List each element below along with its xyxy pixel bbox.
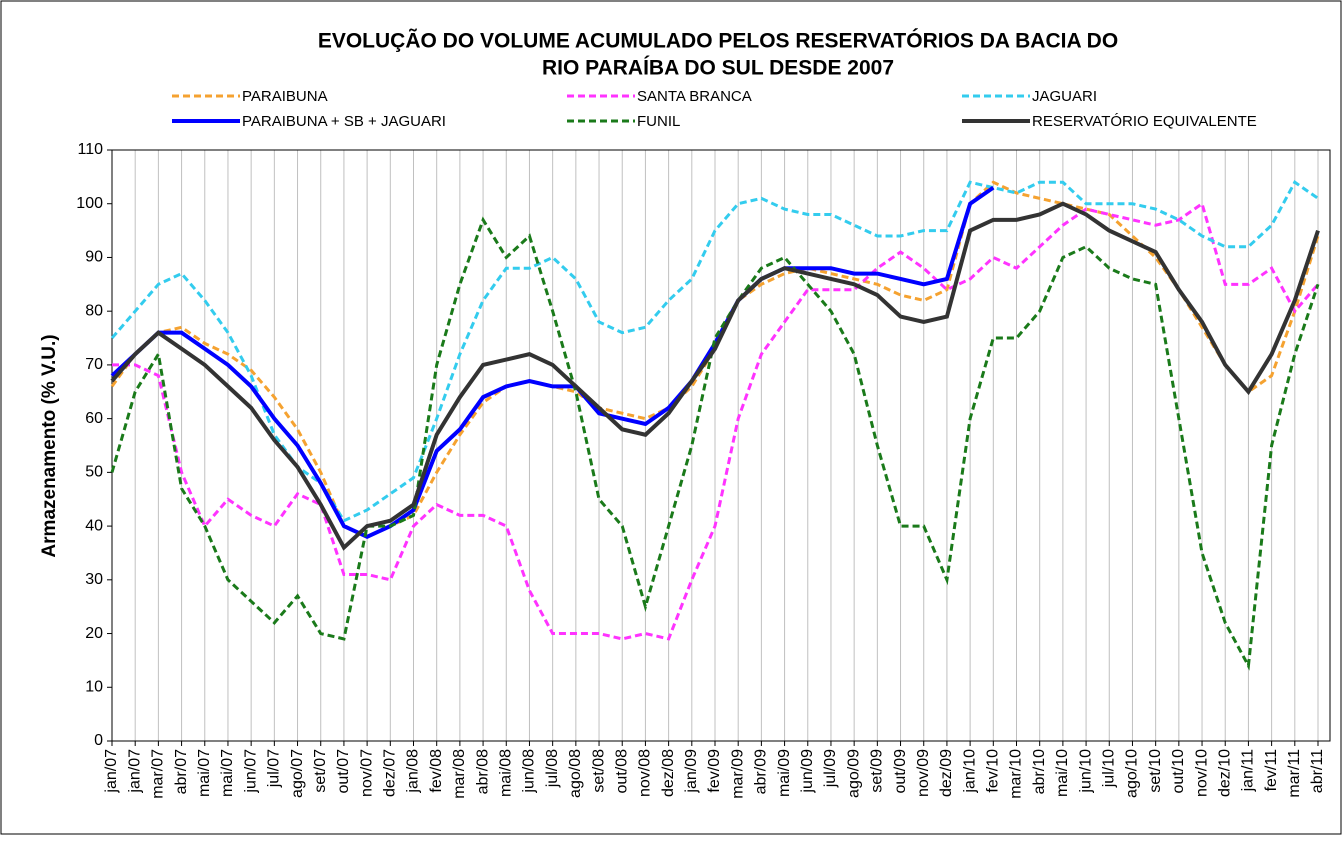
legend-label: SANTA BRANCA [637, 88, 752, 105]
x-tick-label: jun/09 [799, 749, 816, 794]
x-tick-label: abr/09 [753, 749, 770, 794]
x-tick-label: jan/07 [126, 749, 143, 794]
x-tick-label: nov/09 [915, 749, 932, 797]
x-tick-label: jun/07 [242, 749, 259, 794]
x-tick-label: abr/11 [1309, 749, 1326, 793]
y-tick-label: 100 [76, 195, 103, 212]
x-tick-label: abr/07 [173, 749, 190, 794]
series-line [110, 180, 1320, 539]
series-line [110, 180, 1319, 523]
y-axis-label: Armazenamento (% V.U.) [39, 334, 60, 557]
x-tick-label: ago/08 [567, 749, 584, 798]
x-tick-label: mar/07 [150, 749, 167, 799]
x-tick-label: mai/09 [776, 749, 793, 797]
x-tick-label: nov/07 [358, 749, 375, 797]
x-tick-label: ago/09 [845, 749, 862, 798]
x-tick-label: mar/10 [1008, 749, 1025, 799]
x-tick-label: mai/07 [219, 749, 236, 797]
plot-area [111, 149, 1331, 742]
y-tick-label: 30 [85, 571, 103, 588]
y-tick-label: 0 [94, 732, 103, 749]
x-tick-label: ago/07 [289, 749, 306, 798]
x-tick-label: jan/10 [961, 749, 978, 794]
y-tick-label: 90 [85, 249, 103, 266]
series-line [112, 201, 1320, 641]
x-tick-label: fev/10 [985, 749, 1002, 793]
x-tick-label: jan/07 [103, 749, 120, 794]
x-tick-label: fev/08 [428, 749, 445, 793]
x-tick-label: mai/10 [1054, 749, 1071, 797]
legend-label: FUNIL [637, 113, 680, 130]
y-tick-label: 80 [85, 302, 103, 319]
x-tick-label: mar/08 [451, 749, 468, 799]
series-line [110, 216, 1320, 671]
x-tick-label: fev/11 [1263, 749, 1280, 792]
x-tick-label: jul/09 [822, 749, 839, 788]
x-tick-label: nov/08 [637, 749, 654, 797]
x-tick-label: dez/08 [660, 749, 677, 797]
x-tick-label: out/09 [892, 749, 909, 794]
x-tick-label: jun/10 [1077, 749, 1094, 794]
x-tick-label: nov/10 [1193, 749, 1210, 797]
x-tick-label: jan/09 [683, 749, 700, 794]
x-tick-label: jan/11 [1240, 749, 1257, 793]
y-tick-label: 20 [85, 625, 103, 642]
x-tick-label: set/10 [1147, 749, 1164, 793]
x-tick-label: dez/09 [938, 749, 955, 797]
x-tick-label: jul/07 [266, 749, 283, 788]
x-tick-label: fev/09 [706, 749, 723, 793]
legend-label: PARAIBUNA [242, 88, 328, 105]
x-tick-label: set/08 [590, 749, 607, 793]
x-tick-label: mai/07 [196, 749, 213, 797]
chart-title: RIO PARAÍBA DO SUL DESDE 2007 [542, 57, 894, 80]
x-tick-label: jul/10 [1100, 749, 1117, 788]
x-tick-label: jan/08 [405, 749, 422, 794]
legend-label: JAGUARI [1032, 88, 1097, 105]
x-tick-label: mar/11 [1286, 749, 1303, 798]
x-tick-label: jul/08 [544, 749, 561, 788]
x-tick-label: mai/08 [497, 749, 514, 797]
x-tick-label: mar/09 [729, 749, 746, 799]
x-tick-label: out/08 [613, 749, 630, 794]
series-line [110, 185, 995, 540]
x-tick-label: jun/08 [521, 749, 538, 794]
x-tick-label: abr/08 [474, 749, 491, 794]
legend-label: RESERVATÓRIO EQUIVALENTE [1032, 113, 1257, 130]
y-tick-label: 10 [85, 678, 103, 695]
chart-title: EVOLUÇÃO DO VOLUME ACUMULADO PELOS RESER… [318, 29, 1118, 53]
legend-label: PARAIBUNA + SB + JAGUARI [242, 113, 446, 130]
x-tick-label: dez/10 [1216, 749, 1233, 797]
x-tick-label: out/07 [335, 749, 352, 794]
y-tick-label: 50 [85, 464, 103, 481]
x-tick-label: abr/10 [1031, 749, 1048, 794]
y-tick-label: 70 [85, 356, 103, 373]
y-tick-label: 40 [85, 517, 103, 534]
y-tick-label: 60 [85, 410, 103, 427]
x-tick-label: out/10 [1170, 749, 1187, 794]
x-tick-label: set/09 [869, 749, 886, 793]
y-tick-label: 110 [77, 141, 103, 158]
x-tick-label: set/07 [312, 749, 329, 793]
series-line [110, 201, 1320, 551]
x-tick-label: ago/10 [1124, 749, 1141, 798]
x-tick-label: dez/07 [382, 749, 399, 797]
